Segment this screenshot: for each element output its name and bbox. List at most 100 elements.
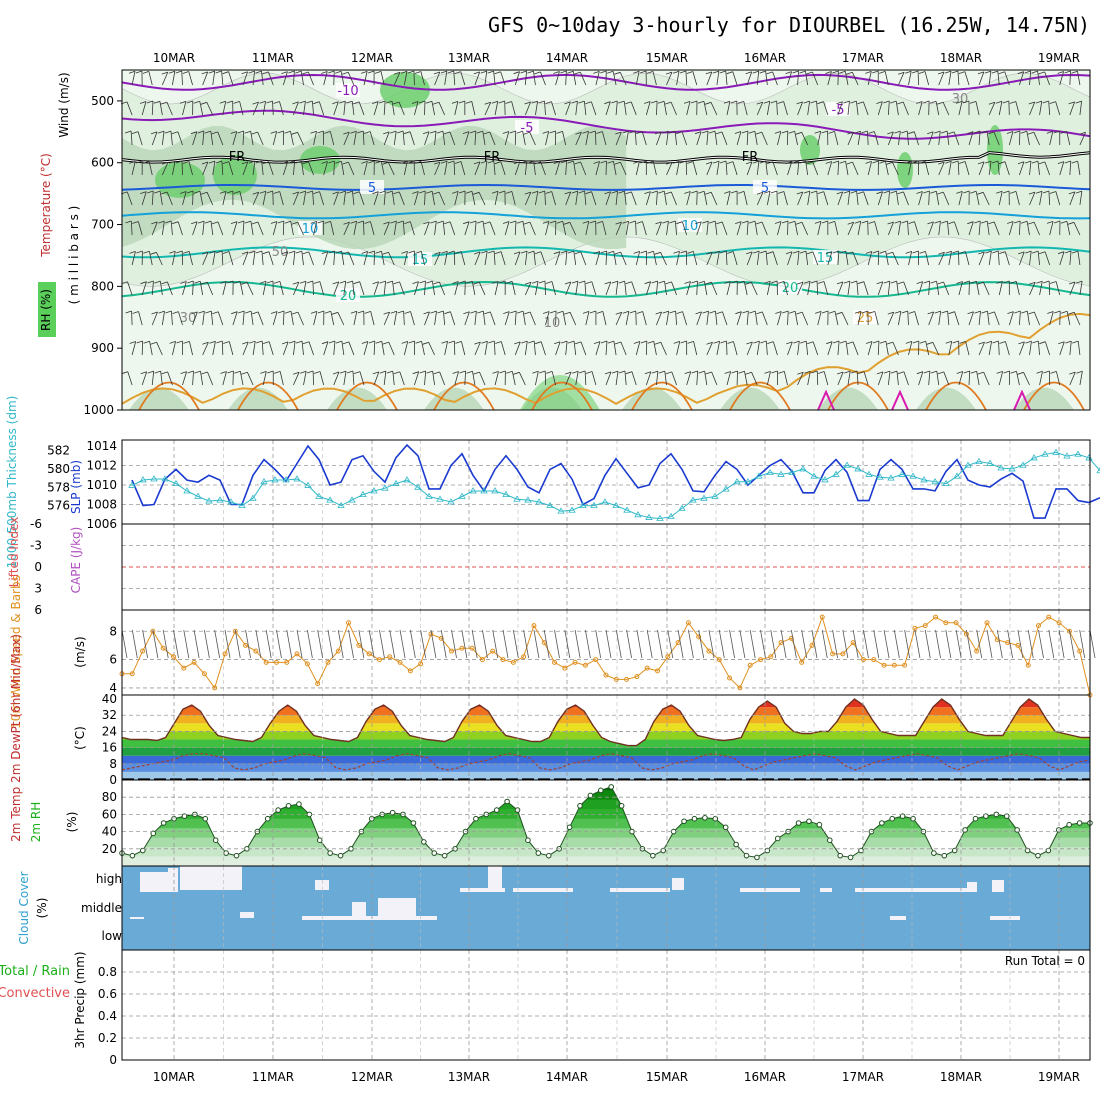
wind-barb bbox=[449, 221, 456, 236]
wind-barb-flag bbox=[730, 190, 738, 194]
wind-barb bbox=[938, 252, 945, 266]
rh2m-marker bbox=[525, 837, 531, 844]
wind-barb-flag bbox=[919, 340, 926, 344]
wind-barb bbox=[591, 281, 597, 296]
wind-barb-flag bbox=[966, 131, 974, 134]
wind-barb-flag bbox=[927, 221, 934, 225]
wind-barb bbox=[1004, 161, 1010, 176]
wind-barb bbox=[1039, 281, 1043, 296]
wind-barb-flag bbox=[375, 250, 382, 254]
wind-barb-flag bbox=[1071, 160, 1078, 164]
wind-barb-flag bbox=[593, 341, 601, 344]
wind-barb-flag bbox=[1036, 280, 1043, 284]
wind10m-marker bbox=[263, 659, 269, 665]
wind-barb-flag bbox=[259, 190, 266, 194]
wind-barb-flag bbox=[332, 101, 339, 105]
wind-barb bbox=[716, 341, 720, 356]
wind-barb-flag bbox=[1071, 70, 1078, 74]
wind-barb-flag bbox=[392, 101, 400, 105]
rh2m-marker bbox=[275, 807, 281, 813]
wind10m-barb bbox=[1058, 629, 1065, 659]
wind-barb bbox=[333, 160, 335, 176]
wind-barb bbox=[666, 131, 669, 146]
wind-barb-flag bbox=[582, 220, 589, 224]
wind-barb-flag bbox=[1014, 310, 1021, 314]
rh2m-marker bbox=[879, 820, 885, 826]
wind-barb-flag bbox=[436, 130, 444, 134]
wind-barb-flag bbox=[868, 311, 875, 314]
wind-barb-flag bbox=[190, 131, 198, 135]
wind-barb-flag bbox=[771, 280, 778, 284]
wind-barb-flag bbox=[339, 190, 346, 194]
cloud-bg bbox=[122, 866, 1090, 950]
wind-barb bbox=[1016, 371, 1020, 386]
wind-barb-flag bbox=[683, 101, 691, 104]
wind-barb-flag bbox=[622, 130, 629, 134]
wind-barb-flag bbox=[324, 131, 331, 134]
wind10m-marker bbox=[727, 675, 733, 681]
wind-barb-flag bbox=[777, 101, 784, 104]
wind-barb-flag bbox=[640, 250, 647, 254]
wind-barb-flag bbox=[806, 71, 813, 75]
wind-barb bbox=[474, 251, 481, 266]
wind10m-marker bbox=[1036, 623, 1042, 629]
rh2m-marker bbox=[181, 813, 188, 819]
wind-barb bbox=[827, 161, 833, 176]
wind-barb-flag bbox=[912, 250, 919, 254]
wind-barb-flag bbox=[614, 341, 622, 345]
wind-barb-flag bbox=[675, 131, 683, 135]
wind-barb-flag bbox=[1017, 161, 1025, 165]
rh2m-marker bbox=[212, 837, 219, 844]
wind-barb bbox=[624, 371, 627, 386]
wind-barb-flag bbox=[361, 161, 368, 164]
wind-barb-flag bbox=[647, 340, 654, 344]
wind-barb-flag bbox=[636, 131, 643, 134]
wind-barb bbox=[656, 221, 662, 236]
rh-moist-blob bbox=[897, 152, 913, 188]
wind-barb-flag bbox=[212, 311, 219, 315]
wind-barb-flag bbox=[277, 130, 284, 134]
wind-barb-flag bbox=[277, 220, 284, 224]
wind-barb-flag bbox=[894, 130, 901, 134]
thickness-marker bbox=[1041, 450, 1049, 457]
wind-barb-flag bbox=[397, 310, 404, 314]
wind-barb bbox=[642, 221, 647, 236]
wind10m-barb bbox=[214, 629, 221, 659]
wind-barb bbox=[1077, 71, 1081, 86]
wind10m-marker bbox=[1066, 628, 1072, 634]
rh2m-marker bbox=[1024, 847, 1031, 854]
wind10m-barb bbox=[420, 629, 427, 659]
wind-barb bbox=[210, 221, 214, 236]
wind-barb-flag bbox=[418, 100, 426, 104]
wind-barb-flag bbox=[160, 101, 168, 105]
wind-barb bbox=[478, 282, 486, 296]
rh2m-tick: 60 bbox=[102, 807, 117, 821]
wind-barb bbox=[706, 311, 709, 326]
wind-barb-flag bbox=[854, 130, 861, 134]
rh2m-marker bbox=[431, 850, 438, 856]
wind-barb-flag bbox=[237, 220, 245, 224]
wind-barb bbox=[482, 221, 486, 236]
wind-barb bbox=[1069, 281, 1076, 296]
wind10m-barb bbox=[430, 629, 437, 659]
wind-barb-flag bbox=[328, 70, 335, 74]
wind-barb bbox=[1033, 311, 1040, 326]
wind-barb bbox=[312, 191, 314, 206]
rh2m-marker bbox=[535, 850, 542, 856]
x-tick-top: 15MAR bbox=[646, 51, 688, 65]
wind10m-marker bbox=[603, 672, 609, 678]
wind-barb-flag bbox=[292, 371, 300, 375]
wind-barb-flag bbox=[401, 160, 408, 164]
wind-barb-flag bbox=[815, 311, 822, 314]
wind-barb bbox=[884, 71, 889, 86]
wind-barb bbox=[761, 221, 768, 236]
wind-barb-flag bbox=[774, 221, 782, 224]
wind-barb-flag bbox=[150, 251, 157, 255]
wind-barb bbox=[664, 371, 667, 386]
wind-barb-flag bbox=[908, 311, 915, 314]
wind-barb bbox=[898, 72, 905, 86]
wind-barb-flag bbox=[719, 70, 726, 74]
wind-barb-flag bbox=[1072, 340, 1079, 344]
wind-barb-flag bbox=[741, 130, 749, 134]
wind-barb bbox=[1029, 161, 1032, 176]
